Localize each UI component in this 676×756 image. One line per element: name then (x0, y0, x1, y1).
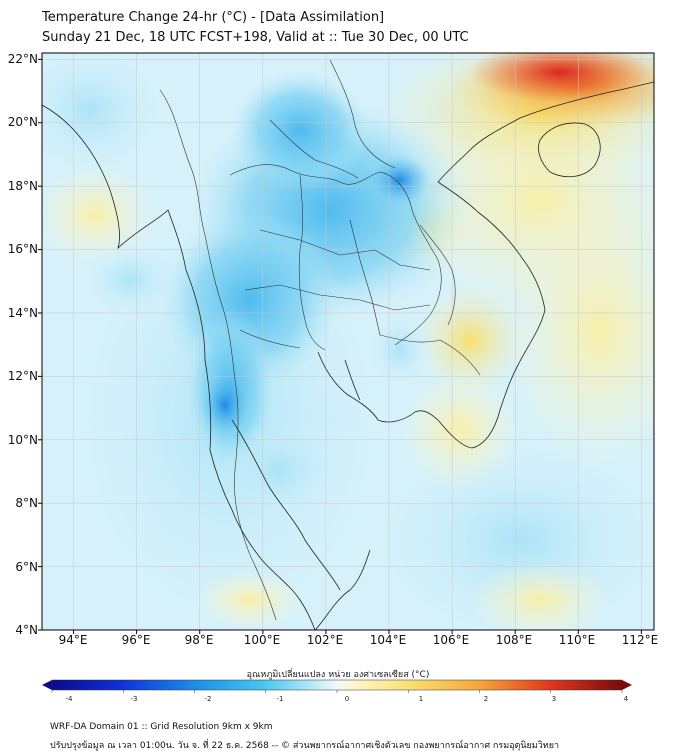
lon-label: 102°E (306, 633, 344, 647)
map-subtitle: Sunday 21 Dec, 18 UTC FCST+198, Valid at… (42, 30, 469, 45)
colorbar-tick-label: 3 (551, 695, 557, 703)
lat-label: 12°N (7, 369, 38, 383)
lat-label: 22°N (7, 52, 38, 66)
colorbar (51, 679, 623, 691)
coastlines (42, 81, 654, 630)
footer-credit: ปรับปรุงข้อมูล ณ เวลา 01:00น. วัน จ. ที่… (50, 741, 560, 751)
gridlines (42, 53, 654, 630)
lat-label: 6°N (15, 560, 38, 574)
colorbar-tick-label: -2 (204, 695, 212, 703)
national-borders (159, 59, 481, 621)
lon-label: 106°E (432, 633, 470, 647)
lat-label: 14°N (7, 306, 38, 320)
colorbar-tick-label: 4 (623, 695, 629, 703)
colorbar-tick-label: -1 (276, 695, 284, 703)
colorbar-title: อุณหภูมิเปลี่ยนแปลง หน่วย องศาเซลเซียส (… (246, 670, 430, 680)
colorbar-tick-label: -4 (65, 695, 73, 703)
colorbar-tick-label: 1 (418, 695, 424, 703)
colorbar-min-arrow (42, 680, 52, 690)
map-title: Temperature Change 24-hr (°C) - [Data As… (42, 10, 385, 25)
lon-label: 108°E (495, 633, 533, 647)
colorbar-tick-label: 2 (483, 695, 489, 703)
footer-model-info: WRF-DA Domain 01 :: Grid Resolution 9km … (50, 722, 273, 732)
lat-label: 20°N (7, 115, 38, 129)
lat-label: 10°N (7, 433, 38, 447)
lon-label: 100°E (243, 633, 281, 647)
lon-label: 112°E (621, 633, 659, 647)
temperature-field (42, 53, 654, 630)
lon-label: 110°E (558, 633, 596, 647)
lat-label: 18°N (7, 179, 38, 193)
lon-label: 104°E (369, 633, 407, 647)
lat-label: 4°N (15, 623, 38, 637)
lat-label: 16°N (7, 242, 38, 256)
colorbar-max-arrow (622, 680, 632, 690)
colorbar-ticks (51, 690, 623, 693)
lon-label: 98°E (184, 633, 214, 647)
lon-label: 94°E (58, 633, 88, 647)
colorbar-tick-label: 0 (344, 695, 350, 703)
axis-ticks (38, 58, 642, 634)
lat-label: 8°N (15, 496, 38, 510)
colorbar-tick-label: -3 (130, 695, 138, 703)
map-frame (41, 52, 655, 631)
lon-label: 96°E (121, 633, 151, 647)
